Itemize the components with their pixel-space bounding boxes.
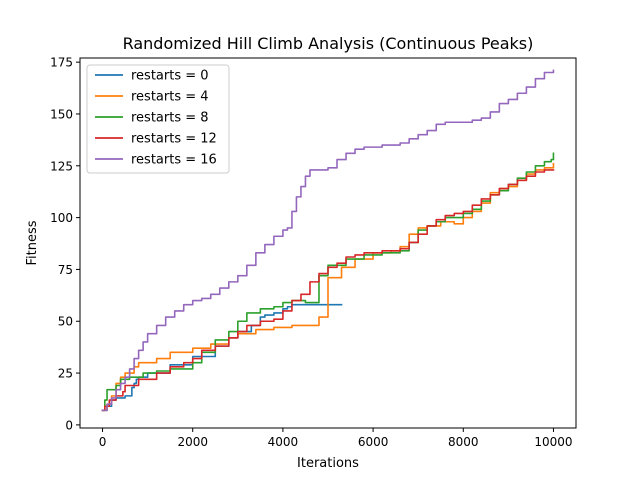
legend-label-0: restarts = 0 xyxy=(131,69,209,84)
y-axis-label: Fitness xyxy=(25,220,40,265)
y-tick-label: 175 xyxy=(50,56,73,70)
y-tick-label: 25 xyxy=(58,367,73,381)
x-tick-label: 4000 xyxy=(268,435,299,449)
y-tick-label: 100 xyxy=(50,211,73,225)
plot-area-frame xyxy=(79,57,577,429)
y-tick-label: 150 xyxy=(50,107,73,121)
series-line-1 xyxy=(101,162,555,412)
x-axis-ticks: 0 2000 4000 6000 8000 10000 xyxy=(99,428,573,449)
y-tick-label: 0 xyxy=(65,418,73,432)
legend-label-3: restarts = 12 xyxy=(131,132,217,147)
x-tick-label: 8000 xyxy=(448,435,479,449)
series-line-4 xyxy=(101,69,555,412)
legend-label-4: restarts = 16 xyxy=(131,153,217,168)
series-layer xyxy=(101,69,555,412)
legend-box xyxy=(86,64,230,174)
x-axis-label: Iterations xyxy=(297,456,359,471)
x-tick-label: 0 xyxy=(99,435,107,449)
x-tick-label: 10000 xyxy=(534,435,572,449)
chart-title: Randomized Hill Climb Analysis (Continuo… xyxy=(123,34,534,53)
y-tick-label: 125 xyxy=(50,159,73,173)
x-tick-label: 6000 xyxy=(358,435,389,449)
series-line-3 xyxy=(101,169,555,412)
legend-label-1: restarts = 4 xyxy=(131,90,209,105)
legend-label-2: restarts = 8 xyxy=(131,111,209,126)
x-tick-label: 2000 xyxy=(177,435,208,449)
legend: restarts = 0 restarts = 4 restarts = 8 rest… xyxy=(86,64,230,174)
y-tick-label: 75 xyxy=(58,263,73,277)
y-tick-label: 50 xyxy=(58,315,73,329)
y-axis-ticks: 0 25 50 75 100 125 150 175 xyxy=(50,56,80,432)
